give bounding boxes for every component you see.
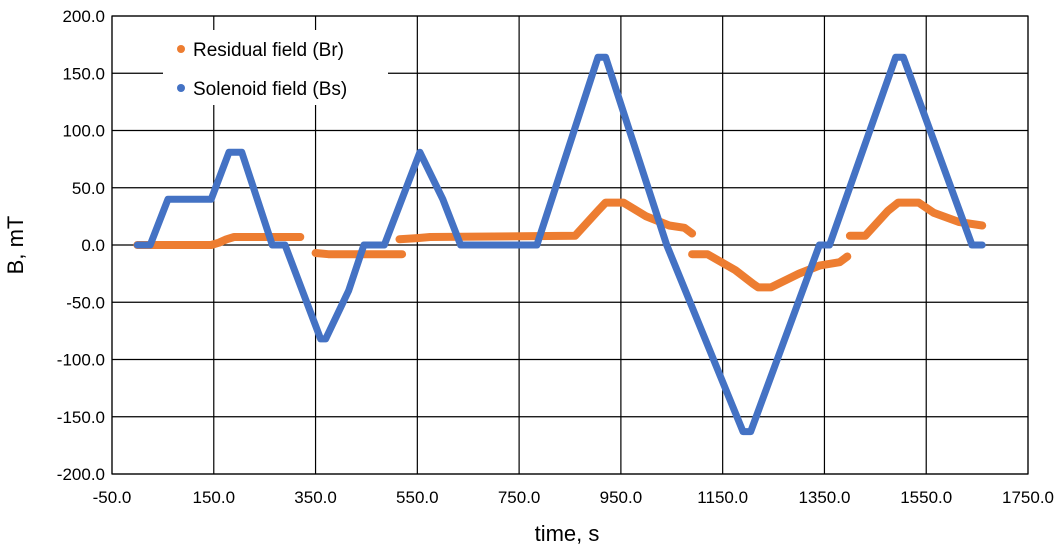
x-tick-label: 350.0 bbox=[294, 488, 337, 507]
y-axis-ticks: -200.0 -150.0 -100.0 -50.0 0.0 50.0 100.0 150.0… bbox=[57, 7, 105, 484]
plot-area-border bbox=[111, 15, 1029, 475]
series-solenoid bbox=[133, 53, 986, 436]
y-tick-label: 0.0 bbox=[81, 236, 105, 255]
x-tick-label: 750.0 bbox=[498, 488, 541, 507]
x-tick-label: 150.0 bbox=[193, 488, 236, 507]
x-tick-label: -50.0 bbox=[93, 488, 132, 507]
x-axis-title: time, s bbox=[535, 521, 600, 546]
y-tick-label: -100.0 bbox=[57, 351, 105, 370]
legend-marker-residual bbox=[177, 45, 185, 53]
x-tick-label: 950.0 bbox=[600, 488, 643, 507]
x-axis-ticks: -50.0 150.0 350.0 550.0 750.0 950.0 1150.0 1350… bbox=[93, 488, 1054, 507]
series-layer bbox=[133, 53, 987, 436]
legend-marker-solenoid bbox=[177, 84, 185, 92]
series-line-segment bbox=[133, 233, 305, 249]
x-tick-label: 1750.0 bbox=[1002, 488, 1054, 507]
series-line-segment bbox=[688, 250, 852, 292]
y-tick-label: -50.0 bbox=[66, 293, 105, 312]
series-line-segment bbox=[845, 198, 987, 240]
y-tick-label: 50.0 bbox=[72, 179, 105, 198]
x-tick-label: 1150.0 bbox=[697, 488, 748, 507]
series-line-segment bbox=[133, 53, 986, 436]
y-tick-label: -200.0 bbox=[57, 465, 105, 484]
legend-label-residual: Residual field (Br) bbox=[193, 40, 344, 61]
series-line-segment bbox=[395, 198, 697, 244]
y-tick-label: -150.0 bbox=[57, 408, 105, 427]
y-tick-label: 200.0 bbox=[62, 7, 105, 26]
x-tick-label: 1350.0 bbox=[798, 488, 850, 507]
series-residual bbox=[133, 198, 987, 292]
legend-label-solenoid: Solenoid field (Bs) bbox=[193, 79, 347, 100]
legend: Residual field (Br) Solenoid field (Bs) bbox=[163, 30, 388, 105]
y-axis-title: B, mT bbox=[3, 216, 28, 275]
y-tick-label: 150.0 bbox=[62, 64, 105, 83]
x-tick-label: 550.0 bbox=[396, 488, 439, 507]
x-tick-label: 1550.0 bbox=[900, 488, 952, 507]
legend-box bbox=[163, 30, 388, 105]
y-tick-label: 100.0 bbox=[62, 122, 105, 141]
series-line-segment bbox=[311, 249, 407, 259]
